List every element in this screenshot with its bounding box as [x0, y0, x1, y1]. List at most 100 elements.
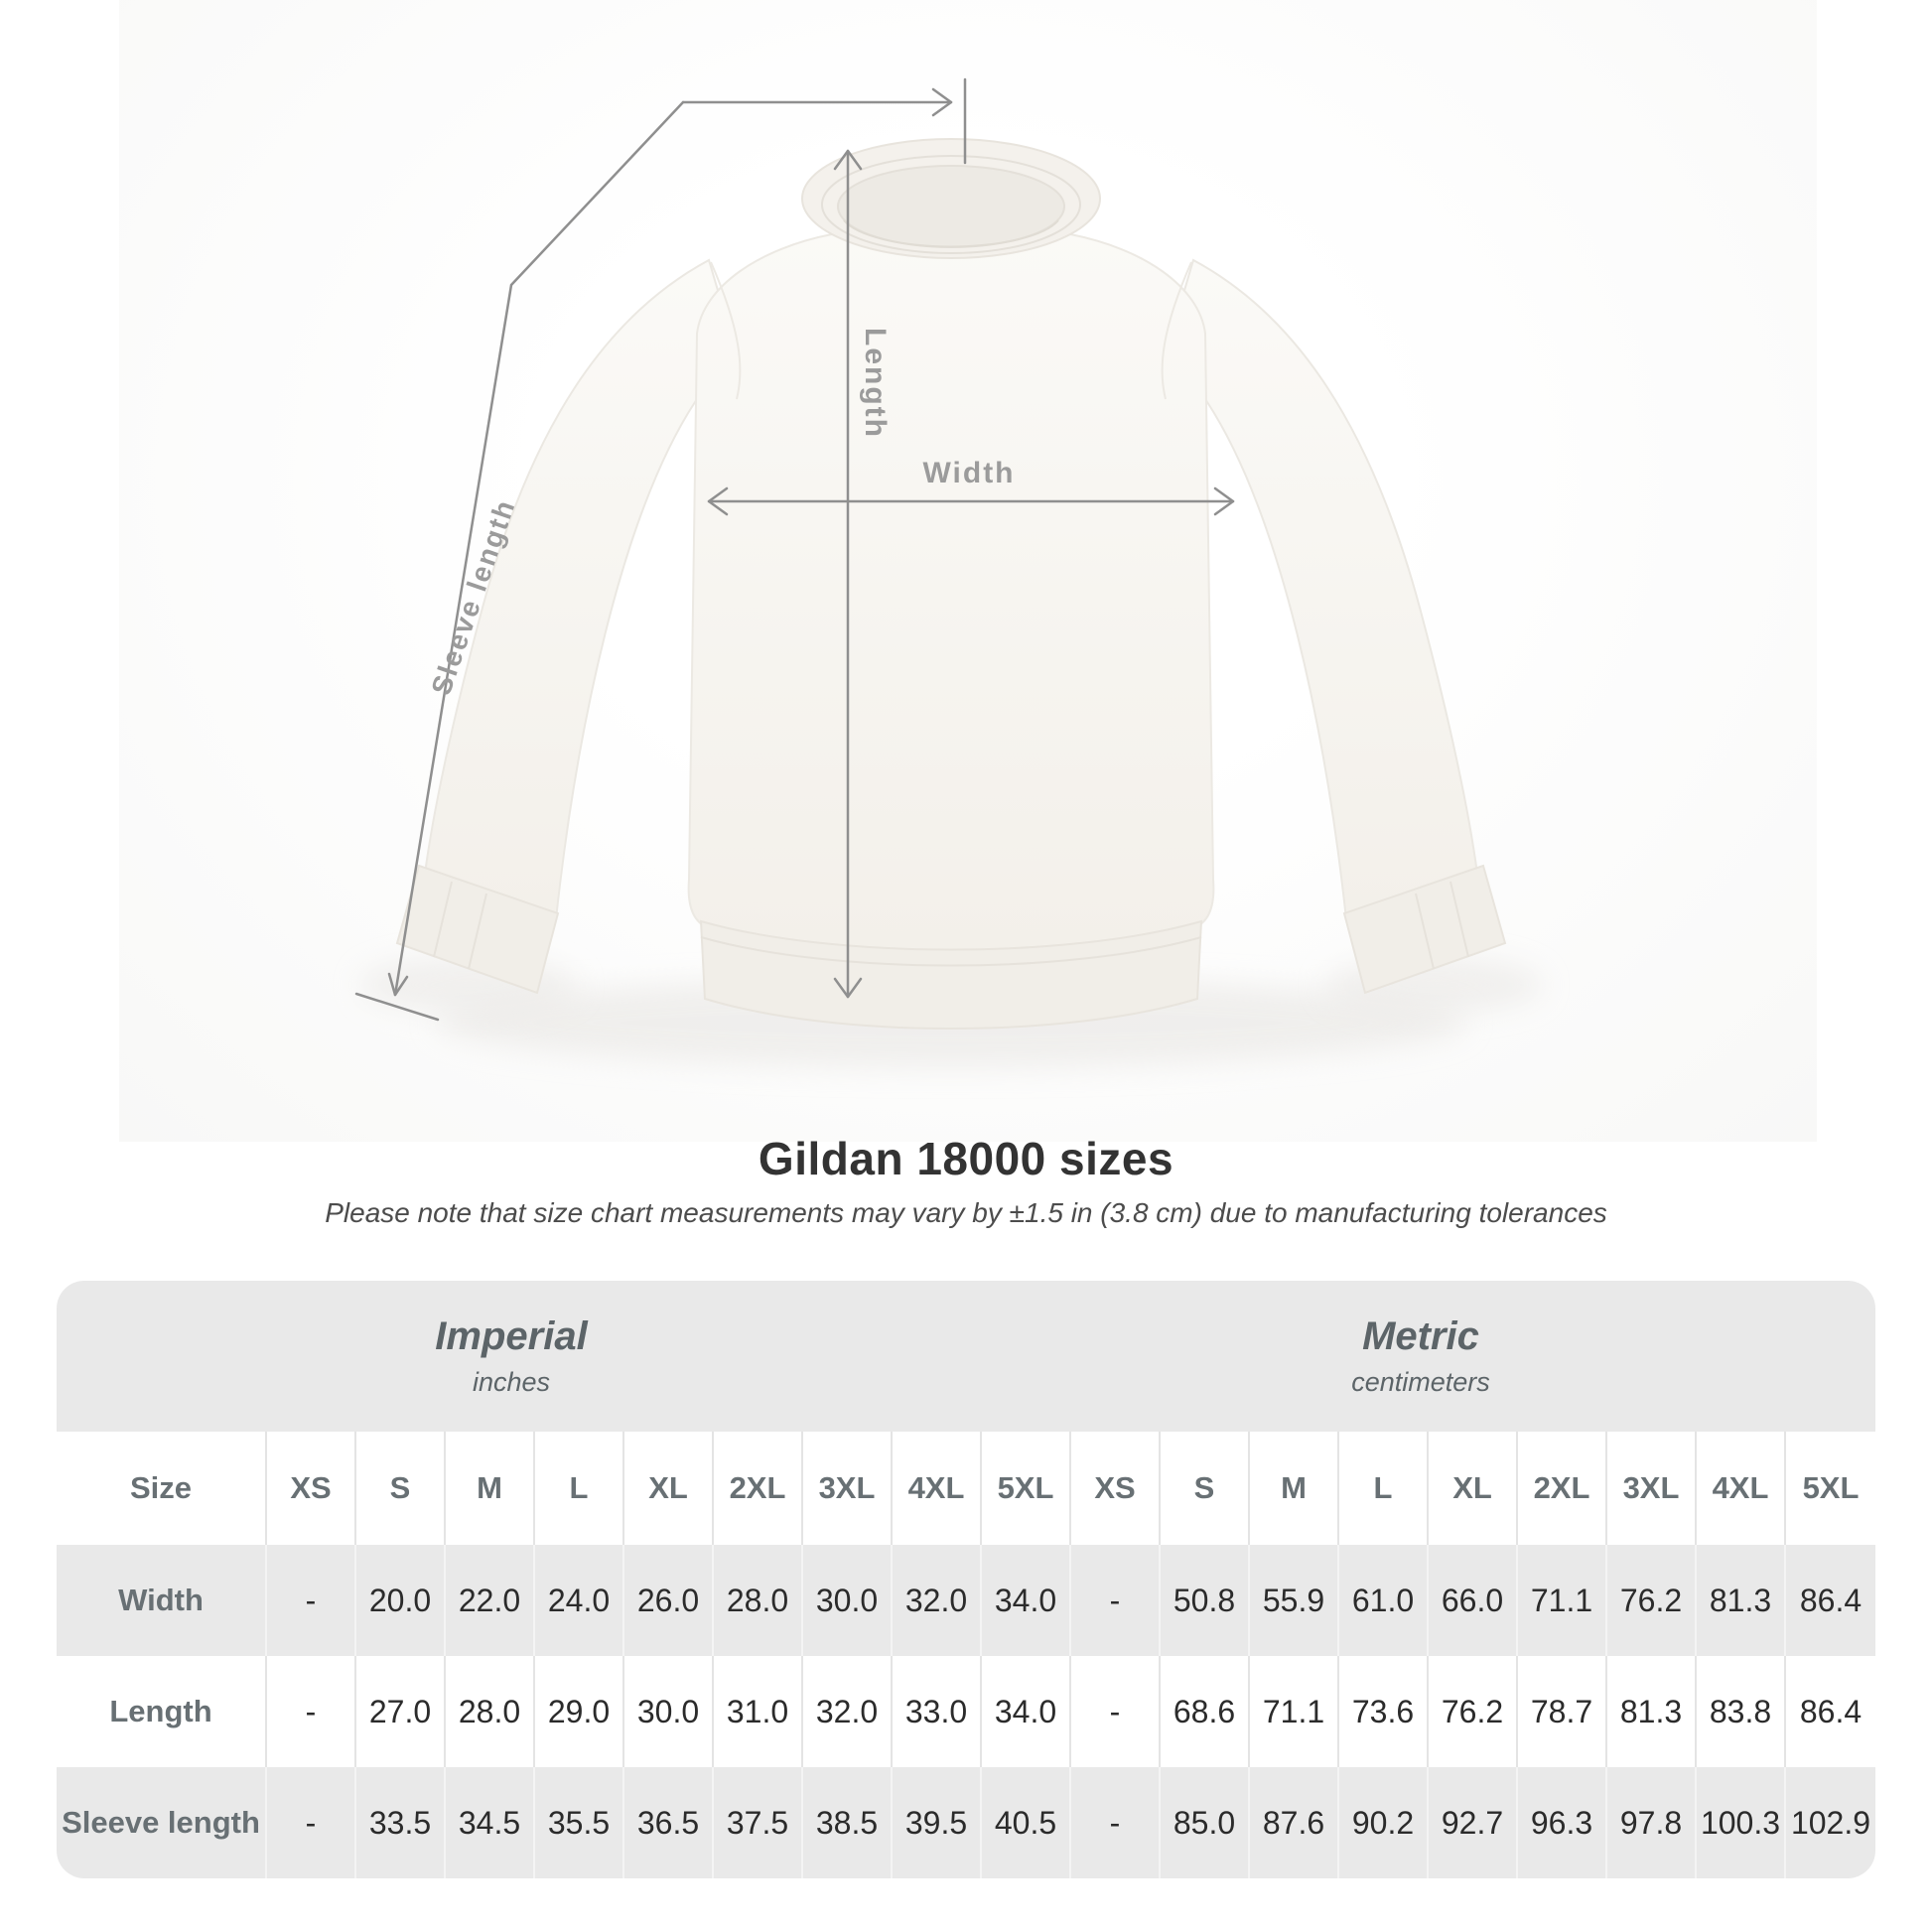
table-row-length: Length -27.0 28.0 29.0 30.0 31.0 32.0 33.0 34.0-… [57, 1656, 1875, 1767]
size-header-metric-5xl: 5XL [1786, 1432, 1875, 1545]
value-cell-metric: 61.0 [1339, 1545, 1429, 1656]
value-cell-imperial: - [267, 1545, 356, 1656]
table-row-sleeve-length: Sleeve length -33.5 34.5 35.5 36.5 37.5 38.5 39… [57, 1767, 1875, 1878]
size-table: Imperial inches Metric centimeters Size X… [57, 1281, 1875, 1878]
value-cell-metric: 81.3 [1607, 1656, 1697, 1767]
value-cell-metric: 96.3 [1518, 1767, 1607, 1878]
value-cell-metric: 87.6 [1250, 1767, 1339, 1878]
size-header-metric-2xl: 2XL [1518, 1432, 1607, 1545]
value-cell-imperial: 37.5 [714, 1767, 803, 1878]
value-cell-imperial: 30.0 [803, 1545, 893, 1656]
sweatshirt-measurement-diagram: Length Width Sleeve length [354, 77, 1543, 1068]
unit-group-header: Imperial inches Metric centimeters [57, 1281, 1875, 1432]
table-body: Size XS S M L XL 2XL 3XL 4XL 5XL XS S M L XL 2XL 3XL 4XL 5… [57, 1432, 1875, 1878]
value-cell-imperial: 34.0 [982, 1545, 1071, 1656]
size-header-imperial-5xl: 5XL [982, 1432, 1071, 1545]
hem-band [699, 919, 1203, 1030]
width-arrow [707, 486, 1235, 516]
collar-opening [837, 165, 1065, 248]
value-cell-imperial: - [267, 1656, 356, 1767]
row-label: Sleeve length [57, 1767, 267, 1878]
collar-seam [821, 155, 1081, 254]
size-header-imperial-m: M [446, 1432, 535, 1545]
value-cell-metric: 76.2 [1429, 1656, 1518, 1767]
size-header-imperial-2xl: 2XL [714, 1432, 803, 1545]
left-cuff-ribs [433, 881, 487, 970]
hem-seam [700, 936, 1202, 967]
row-label: Length [57, 1656, 267, 1767]
width-label: Width [922, 457, 1015, 489]
size-column-header: Size [57, 1432, 267, 1545]
value-cell-metric: 90.2 [1339, 1767, 1429, 1878]
group-imperial-unit: inches [472, 1367, 551, 1397]
value-cell-metric: - [1071, 1656, 1161, 1767]
value-cell-imperial: 22.0 [446, 1545, 535, 1656]
size-header-imperial-l: L [535, 1432, 624, 1545]
value-cell-metric: 50.8 [1161, 1545, 1250, 1656]
group-metric: Metric centimeters [966, 1281, 1875, 1432]
value-cell-metric: 86.4 [1786, 1656, 1875, 1767]
row-label: Width [57, 1545, 267, 1656]
value-cell-metric: 71.1 [1250, 1656, 1339, 1767]
value-cell-metric: 92.7 [1429, 1767, 1518, 1878]
value-cell-metric: 68.6 [1161, 1656, 1250, 1767]
value-cell-imperial: 39.5 [893, 1767, 982, 1878]
length-label: Length [859, 328, 892, 439]
right-cuff-ribs [1415, 881, 1469, 970]
value-cell-imperial: 20.0 [356, 1545, 446, 1656]
sleeve-length-arrow [354, 77, 967, 1022]
size-header-metric-xl: XL [1429, 1432, 1518, 1545]
shoulder-seams [710, 261, 1192, 400]
value-cell-imperial: 28.0 [446, 1656, 535, 1767]
value-cell-imperial: 36.5 [624, 1767, 714, 1878]
value-cell-metric: 73.6 [1339, 1656, 1429, 1767]
value-cell-metric: 97.8 [1607, 1767, 1697, 1878]
value-cell-imperial: 27.0 [356, 1656, 446, 1767]
value-cell-metric: - [1071, 1767, 1161, 1878]
value-cell-imperial: 40.5 [982, 1767, 1071, 1878]
size-header-row: Size XS S M L XL 2XL 3XL 4XL 5XL XS S M L XL 2XL 3XL 4XL 5… [57, 1432, 1875, 1545]
value-cell-metric: 76.2 [1607, 1545, 1697, 1656]
value-cell-imperial: 34.5 [446, 1767, 535, 1878]
value-cell-imperial: - [267, 1767, 356, 1878]
value-cell-metric: 85.0 [1161, 1767, 1250, 1878]
value-cell-imperial: 30.0 [624, 1656, 714, 1767]
group-metric-unit: centimeters [1351, 1367, 1490, 1397]
size-header-metric-xs: XS [1071, 1432, 1161, 1545]
left-sleeve [423, 258, 737, 921]
value-cell-metric: - [1071, 1545, 1161, 1656]
value-cell-imperial: 29.0 [535, 1656, 624, 1767]
size-header-imperial-4xl: 4XL [893, 1432, 982, 1545]
value-cell-imperial: 35.5 [535, 1767, 624, 1878]
value-cell-imperial: 31.0 [714, 1656, 803, 1767]
value-cell-metric: 100.3 [1697, 1767, 1786, 1878]
measurement-annotations [354, 77, 1235, 1022]
right-sleeve [1166, 258, 1479, 921]
size-header-metric-l: L [1339, 1432, 1429, 1545]
value-cell-metric: 71.1 [1518, 1545, 1607, 1656]
value-cell-imperial: 32.0 [803, 1656, 893, 1767]
collar-inner-shadow [843, 219, 1059, 248]
value-cell-imperial: 28.0 [714, 1545, 803, 1656]
value-cell-metric: 66.0 [1429, 1545, 1518, 1656]
group-imperial-label: Imperial [435, 1314, 588, 1358]
torso [687, 216, 1215, 957]
group-metric-label: Metric [1362, 1314, 1479, 1358]
page-subtitle: Please note that size chart measurements… [325, 1197, 1607, 1228]
page-title: Gildan 18000 sizes [758, 1133, 1174, 1184]
value-cell-metric: 55.9 [1250, 1545, 1339, 1656]
size-header-metric-3xl: 3XL [1607, 1432, 1697, 1545]
table-row-width: Width -20.0 22.0 24.0 26.0 28.0 30.0 32.0 34.0-5… [57, 1545, 1875, 1656]
value-cell-metric: 86.4 [1799, 1582, 1863, 1618]
value-cell-metric: 81.3 [1697, 1545, 1786, 1656]
value-cell-imperial: 32.0 [893, 1545, 982, 1656]
size-header-metric-4xl: 4XL [1697, 1432, 1786, 1545]
size-header-metric-m: M [1250, 1432, 1339, 1545]
value-cell-imperial: 34.0 [982, 1656, 1071, 1767]
value-cell-metric: 78.7 [1518, 1656, 1607, 1767]
size-header-imperial-s: S [356, 1432, 446, 1545]
size-header-metric-s: S [1161, 1432, 1250, 1545]
value-cell-imperial: 33.0 [893, 1656, 982, 1767]
size-header-imperial-xs: XS [267, 1432, 356, 1545]
